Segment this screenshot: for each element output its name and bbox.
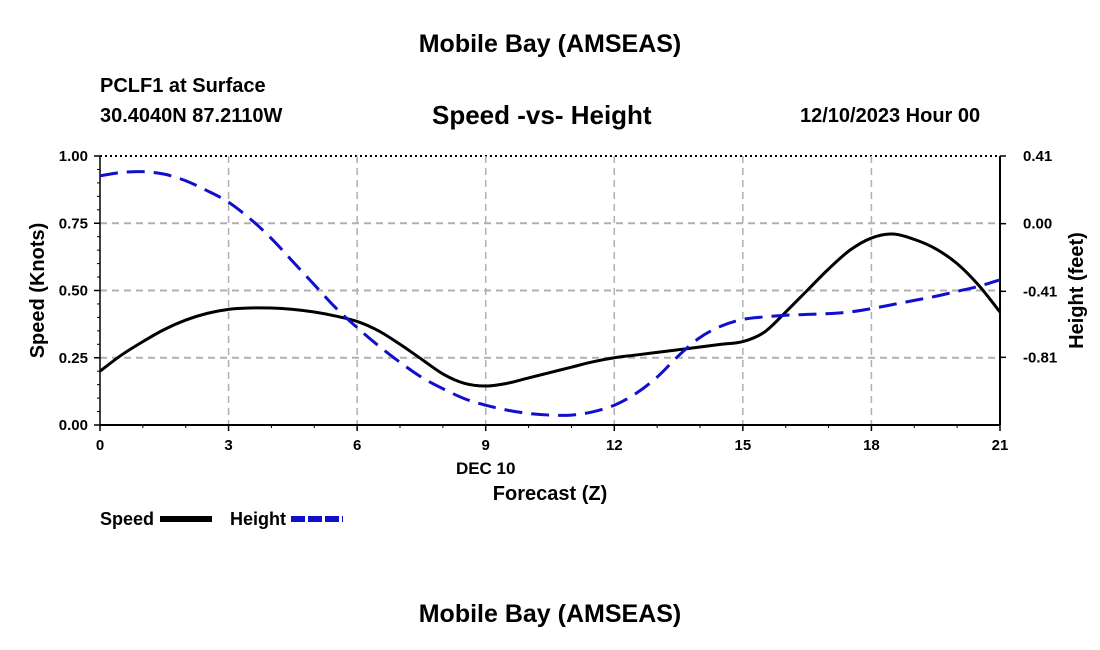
x-tick-label: 21 [992, 437, 1009, 454]
x-axis-label: Forecast (Z) [493, 483, 607, 505]
station-coordinates: 30.4040N 87.2110W [100, 105, 283, 127]
y2-tick-label: 0.00 [1023, 216, 1052, 233]
legend-speed-label: Speed [100, 509, 155, 529]
x-tick-label: 6 [353, 437, 361, 454]
y2-tick-label: -0.81 [1023, 349, 1057, 366]
y-tick-label: 0.00 [59, 417, 88, 434]
forecast-datetime: 12/10/2023 Hour 00 [800, 105, 981, 127]
x-tick-label: 15 [735, 437, 752, 454]
y-tick-label: 0.50 [59, 283, 88, 300]
x-tick-label: 18 [863, 437, 880, 454]
chart-main-title: Mobile Bay (AMSEAS) [418, 30, 682, 58]
series-line-height [99, 170, 1001, 417]
chart-footer-title: Mobile Bay (AMSEAS) [418, 600, 682, 628]
y2-axis-label: Height (feet) [1066, 232, 1088, 349]
y-tick-label: 0.75 [59, 215, 88, 232]
chart-subtitle: Speed -vs- Height [432, 100, 652, 130]
y-tick-label: 0.25 [59, 350, 88, 367]
x-tick-label: 12 [606, 437, 623, 454]
legend-height-swatch [291, 516, 343, 522]
y-axis-label: Speed (Knots) [27, 223, 49, 359]
y-tick-label: 1.00 [59, 148, 88, 165]
x-tick-label: 9 [482, 437, 490, 454]
y2-tick-label: -0.41 [1023, 283, 1057, 300]
station-label: PCLF1 at Surface [100, 75, 266, 97]
legend-height-label: Height [230, 509, 286, 529]
x-tick-label: 0 [96, 437, 104, 454]
y2-tick-label: 0.41 [1023, 148, 1052, 165]
x-axis-sublabel: DEC 10 [456, 459, 516, 478]
x-tick-label: 3 [224, 437, 232, 454]
legend-speed-swatch [160, 516, 212, 522]
series-line-speed [99, 232, 1002, 388]
